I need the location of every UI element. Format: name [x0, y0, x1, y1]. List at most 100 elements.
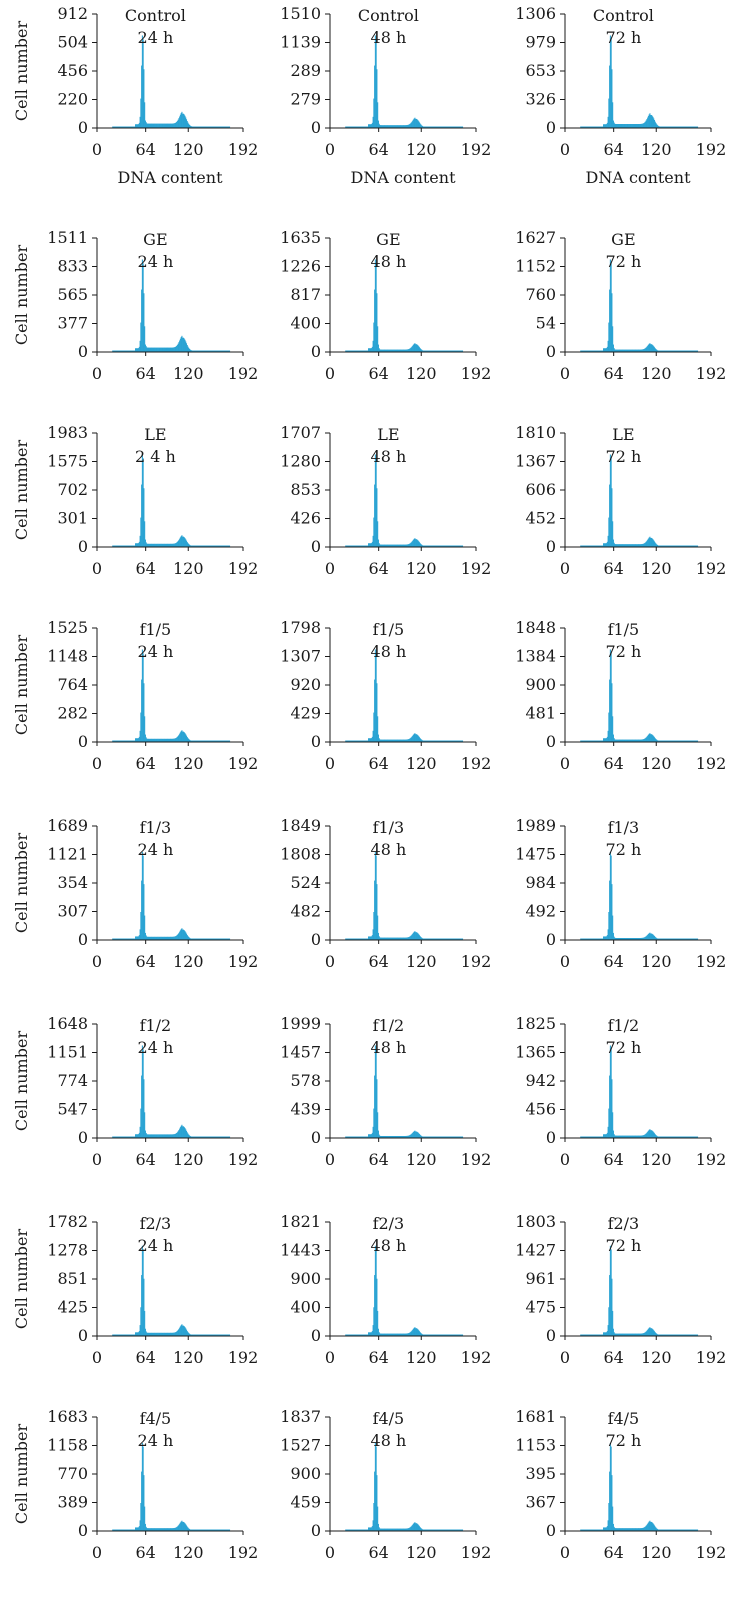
histogram-bin: [140, 1108, 142, 1138]
y-tick-label: 367: [525, 1493, 556, 1512]
histogram-baseline: [345, 545, 464, 547]
histogram-bin: [415, 344, 417, 352]
histogram-bin: [186, 1330, 188, 1336]
histogram-bin: [144, 1328, 146, 1336]
histogram-bin: [184, 733, 186, 742]
histogram-bin: [152, 1134, 154, 1138]
histogram-bin: [176, 542, 178, 547]
histogram-bin: [374, 454, 376, 547]
histogram-bin: [148, 543, 150, 547]
histogram-bin: [613, 1526, 615, 1531]
panel-title-time: 24 h: [138, 840, 174, 859]
histogram-bin: [417, 1524, 419, 1531]
histogram-bin: [650, 114, 652, 128]
histogram-bin: [415, 539, 417, 547]
histogram-bin: [164, 543, 166, 547]
histogram-bin: [186, 345, 188, 352]
y-tick-label: 1158: [47, 1436, 88, 1455]
histogram-bin: [172, 123, 174, 128]
histogram-bin: [177, 540, 179, 547]
histogram-bin: [151, 1134, 153, 1138]
x-tick-label: 120: [406, 1348, 437, 1367]
histogram-bin: [420, 124, 422, 128]
histogram-bin: [141, 289, 143, 352]
x-tick-label: 0: [92, 952, 102, 971]
histogram-bin: [173, 936, 175, 940]
histogram-bin: [369, 543, 371, 547]
histogram-bin: [372, 1126, 374, 1138]
histogram-bin: [418, 1330, 420, 1336]
histogram-bin: [157, 543, 159, 547]
histogram-bin: [375, 458, 377, 547]
y-tick-label: 578: [290, 1071, 321, 1090]
x-tick-label: 120: [406, 559, 437, 578]
histogram-bin: [147, 347, 149, 352]
histogram-bin: [411, 736, 413, 742]
histogram-bin: [169, 123, 171, 128]
histogram-bin: [141, 649, 143, 742]
histogram-bin: [369, 1527, 371, 1531]
histogram-bin: [642, 123, 644, 128]
histogram-bin: [414, 1327, 416, 1336]
histogram-bin: [609, 259, 611, 352]
y-tick-label: 1707: [280, 423, 321, 442]
histogram-bin: [178, 1129, 180, 1138]
histogram-bin: [648, 343, 650, 352]
histogram-bin: [145, 1132, 147, 1138]
y-tick-label: 1798: [280, 618, 321, 637]
histogram-bin: [409, 1134, 411, 1138]
histogram-bin: [185, 540, 188, 547]
histogram-bin: [612, 1328, 614, 1336]
histogram-bin: [150, 936, 152, 940]
histogram-bin: [371, 738, 373, 742]
panel-title-time: 72 h: [606, 840, 642, 859]
histogram-bin: [176, 1526, 178, 1531]
histogram-bin: [651, 734, 653, 742]
x-tick-label: 0: [92, 364, 102, 383]
y-tick-label: 774: [57, 1071, 88, 1090]
histogram-bin: [647, 345, 649, 352]
histogram-bin: [173, 738, 175, 742]
histogram-bin: [154, 936, 156, 940]
x-tick-label: 192: [228, 559, 259, 578]
histogram-bin: [415, 932, 417, 940]
histogram-bin: [409, 543, 411, 547]
histogram-bin: [607, 1126, 609, 1138]
histogram-bin: [140, 1307, 142, 1336]
histogram-bin: [176, 935, 178, 940]
histogram-bin: [627, 124, 629, 128]
x-tick-label: 64: [135, 559, 155, 578]
y-tick-label: 456: [525, 1100, 556, 1119]
histogram-bin: [160, 1134, 162, 1138]
panel-title-time: 48 h: [371, 1038, 407, 1057]
x-tick-label: 120: [173, 140, 204, 159]
histogram-panel: 1707 1280 853 426 00 64 120 192 LE 48 h: [280, 423, 491, 578]
histogram-bin: [412, 1328, 414, 1336]
histogram-bin: [169, 543, 171, 547]
x-tick-label: 0: [560, 1543, 570, 1562]
histogram-bin: [148, 1332, 150, 1336]
histogram-bin: [136, 738, 138, 742]
histogram-bin: [137, 1134, 139, 1138]
histogram-bin: [144, 716, 146, 742]
histogram-bin: [170, 543, 172, 547]
histogram-bin: [620, 124, 622, 128]
histogram-bin: [603, 543, 605, 547]
histogram-bin: [182, 731, 184, 742]
histogram-bin: [140, 517, 142, 547]
y-tick-label: 0: [78, 732, 88, 751]
histogram-bin: [178, 932, 180, 940]
histogram-bin: [171, 936, 173, 940]
histogram-bin: [155, 738, 157, 742]
histogram-bin: [166, 1332, 168, 1336]
histogram-bin: [652, 539, 654, 547]
histogram-bin: [185, 933, 188, 940]
histogram-bin: [141, 880, 143, 940]
histogram-bin: [626, 124, 628, 128]
histogram-bin: [147, 123, 149, 128]
histogram-bin: [609, 1443, 611, 1531]
panel-title-treatment: GE: [611, 230, 635, 249]
histogram-bin: [645, 1331, 647, 1336]
histogram-bin: [180, 1325, 182, 1336]
